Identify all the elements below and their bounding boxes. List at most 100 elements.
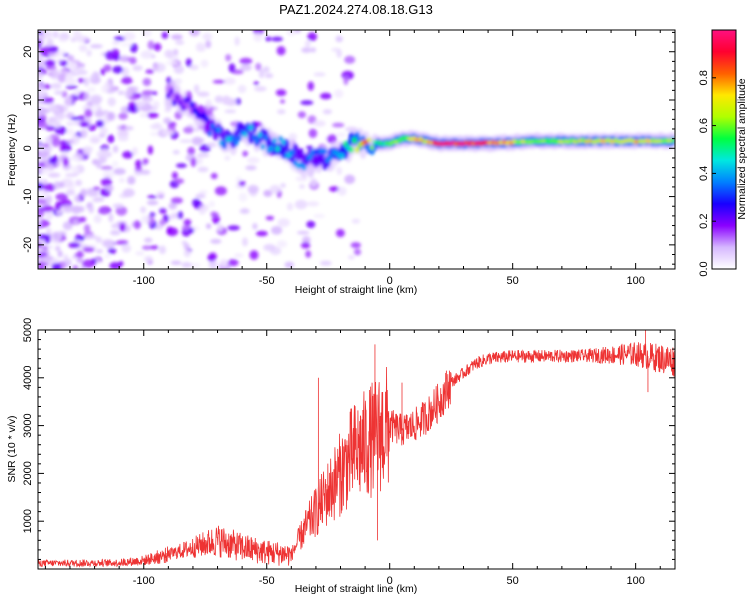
spectrogram-ridge-mark (189, 101, 195, 108)
spectrogram-noise-blob (227, 225, 240, 231)
colorbar-tick-label: 0.8 (698, 70, 710, 85)
spectrogram-ridge-mark (254, 138, 260, 145)
spectrogram-noise-blob (66, 121, 74, 127)
colorbar-tick-label: 0.0 (698, 261, 710, 276)
spectrogram-noise-blob (134, 166, 143, 172)
spectrogram-ridge-mark (275, 145, 280, 152)
spectrogram-noise-blob (153, 43, 162, 52)
spectrogram-noise-blob (38, 60, 44, 69)
spectrogram-noise-blob (121, 244, 131, 253)
spectrogram-noise-blob (82, 259, 95, 269)
spectrogram-noise-blob (83, 77, 90, 87)
spectrogram-noise-blob (255, 62, 262, 71)
spectrogram-noise-blob (130, 43, 138, 53)
spectrogram-x-ticks: -100 -50 0 50 100 (44, 30, 661, 287)
spectrogram-noise-blob (68, 242, 81, 249)
spectrogram-noise-blob (202, 32, 213, 41)
spectrogram-noise-blob (38, 121, 48, 129)
spectrogram-noise-blob (247, 157, 260, 164)
spectrogram-noise-blob (49, 69, 60, 78)
spectrogram-noise-blob (76, 258, 84, 264)
spectrogram-ridge-mark (174, 94, 180, 101)
spectrogram-noise-blob (189, 30, 200, 37)
spectrogram-noise-blob (183, 249, 191, 258)
spectrogram-noise-blob (166, 227, 179, 237)
spectrogram-noise-blob (118, 203, 124, 208)
spectrogram-noise-blob (43, 31, 53, 39)
spectrogram-noise-blob (84, 234, 98, 240)
spectrogram-noise-blob (51, 262, 62, 269)
spectrogram-noise-blob (306, 201, 320, 207)
spectrogram-noise-blob (147, 145, 154, 155)
spectrogram-noise-blob (142, 78, 152, 86)
spectrogram-noise-blob (269, 184, 281, 194)
spectrogram-noise-blob (59, 60, 68, 67)
spectrogram-noise-blob (146, 112, 159, 119)
spectrogram-noise-blob (344, 55, 356, 64)
spectrogram-noise-blob (161, 129, 175, 135)
spectrogram-noise-blob (100, 177, 112, 187)
spectrogram-noise-blob (163, 117, 171, 124)
spectrogram-noise-blob (170, 197, 183, 204)
spectrogram-noise-blob (351, 218, 360, 224)
spectrogram-noise-blob (210, 172, 218, 180)
snr-y-axis-label: SNR (10 * v/v) (6, 415, 18, 482)
spectrogram-noise-blob (217, 223, 223, 232)
spectrogram-noise-blob (238, 180, 246, 187)
spectrogram-noise-blob (187, 146, 195, 156)
spectrogram-noise-blob (94, 109, 104, 118)
colorbar-tick-label: 0.6 (698, 118, 710, 133)
spectrogram-noise-blob (347, 254, 355, 260)
spectrogram-noise-blob (127, 87, 139, 94)
spectrogram-noise-blob (258, 69, 265, 79)
spectrogram-noise-blob (196, 152, 210, 158)
spectrogram-noise-blob (71, 206, 82, 215)
spectrogram-noise-blob (116, 129, 129, 138)
spectrogram-noise-blob (240, 64, 252, 71)
spectrogram-noise-blob (208, 252, 217, 261)
spectrogram-noise-blob (54, 112, 66, 121)
spectrogram-noise-blob (192, 137, 205, 143)
spectrogram-noise-blob (112, 48, 120, 56)
spectrogram-noise-blob (308, 128, 318, 138)
spectrogram-noise-blob (310, 178, 318, 188)
spectrogram-noise-blob (132, 65, 143, 71)
spectrogram-noise-blob (183, 219, 192, 227)
spectrogram-noise-blob (67, 62, 78, 70)
spectrogram-noise-blob (206, 223, 212, 229)
spectrogram-noise-blob (313, 120, 326, 127)
spectrogram-noise-blob (87, 86, 96, 93)
spectrogram-noise-blob (38, 70, 44, 80)
spectrogram-ridge-mark (343, 140, 348, 148)
spectrogram-noise-blob (122, 188, 135, 198)
spectrogram-noise-blob (51, 258, 60, 263)
spectrogram-noise-blob (140, 50, 154, 59)
spectrogram-ridge-mark (177, 99, 183, 106)
x-tick-label: 100 (626, 575, 644, 587)
x-tick-label: -100 (133, 275, 155, 287)
x-tick-label: 50 (507, 575, 519, 587)
spectrogram-noise-blob (76, 250, 83, 259)
spectrogram-noise-blob (175, 40, 185, 45)
spectrogram-noise-blob (277, 218, 290, 228)
colorbar-frame (711, 29, 737, 270)
spectrogram-noise-blob (140, 214, 150, 224)
spectrogram-noise-blob (79, 216, 87, 223)
spectrogram-noise-blob (183, 243, 190, 251)
spectrogram-noise-blob (214, 95, 224, 103)
spectrogram-noise-blob (112, 145, 119, 153)
spectrogram-noise-blob (63, 254, 69, 261)
x-tick-label: -50 (259, 575, 275, 587)
spectrogram-noise-blob (139, 113, 148, 118)
spectrogram-noise-blob (336, 167, 343, 175)
spectrogram-noise-blob (83, 224, 91, 233)
spectrogram-noise-blob (307, 32, 318, 42)
spectrogram-noise-blob (72, 220, 79, 224)
spectrogram-noise-blob (108, 213, 114, 223)
spectrogram-noise-blob (344, 174, 356, 184)
spectrogram-noise-blob (106, 184, 114, 192)
spectrogram-noise-blob (254, 86, 267, 92)
spectrogram-noise-blob (72, 135, 80, 144)
spectrogram-noise-blob (197, 166, 209, 173)
